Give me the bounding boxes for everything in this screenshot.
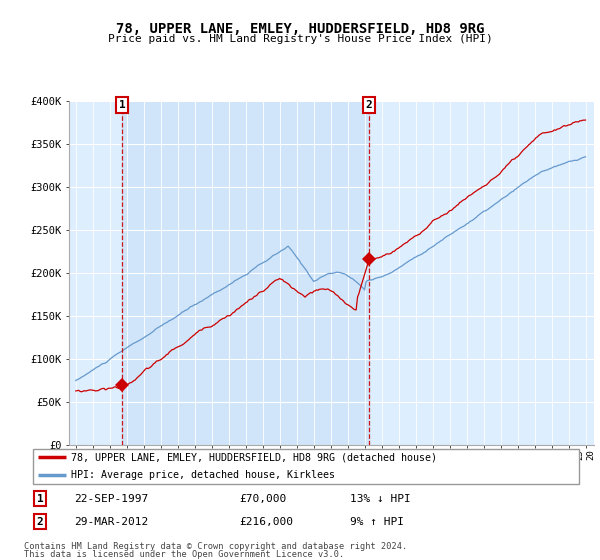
FancyBboxPatch shape — [33, 449, 579, 484]
Text: Price paid vs. HM Land Registry's House Price Index (HPI): Price paid vs. HM Land Registry's House … — [107, 34, 493, 44]
Text: 22-SEP-1997: 22-SEP-1997 — [74, 494, 148, 503]
Text: £70,000: £70,000 — [240, 494, 287, 503]
Text: 78, UPPER LANE, EMLEY, HUDDERSFIELD, HD8 9RG: 78, UPPER LANE, EMLEY, HUDDERSFIELD, HD8… — [116, 22, 484, 36]
Text: 78, UPPER LANE, EMLEY, HUDDERSFIELD, HD8 9RG (detached house): 78, UPPER LANE, EMLEY, HUDDERSFIELD, HD8… — [71, 452, 437, 462]
Text: 2: 2 — [365, 100, 372, 110]
Text: This data is licensed under the Open Government Licence v3.0.: This data is licensed under the Open Gov… — [24, 550, 344, 559]
Text: 29-MAR-2012: 29-MAR-2012 — [74, 517, 148, 526]
Text: Contains HM Land Registry data © Crown copyright and database right 2024.: Contains HM Land Registry data © Crown c… — [24, 542, 407, 550]
Text: 1: 1 — [37, 494, 43, 503]
Text: £216,000: £216,000 — [240, 517, 294, 526]
Text: 9% ↑ HPI: 9% ↑ HPI — [350, 517, 404, 526]
Text: 1: 1 — [119, 100, 125, 110]
Text: 2: 2 — [37, 517, 43, 526]
Text: 13% ↓ HPI: 13% ↓ HPI — [350, 494, 411, 503]
Text: HPI: Average price, detached house, Kirklees: HPI: Average price, detached house, Kirk… — [71, 470, 335, 480]
Bar — [122, 101, 369, 445]
